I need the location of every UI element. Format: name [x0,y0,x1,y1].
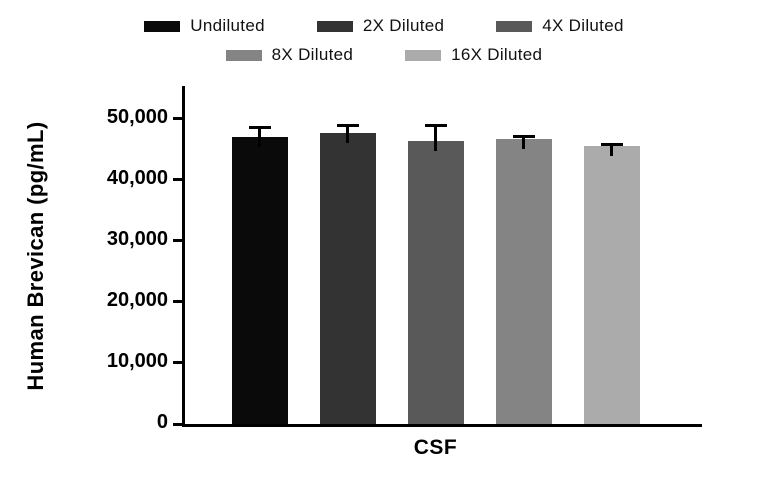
legend-item: Undiluted [144,16,265,36]
bar-4x-diluted [407,140,464,424]
legend-item: 8X Diluted [225,45,354,65]
y-tick-mark [173,361,185,365]
y-axis-line [182,86,185,427]
chart-legend: Undiluted 2X Diluted 4X Diluted 8X Diluted 1… [0,16,768,65]
legend-swatch [225,49,262,61]
y-tick-mark [173,422,185,426]
error-bar-stem [522,136,525,150]
x-category-label: CSF [413,436,458,459]
y-tick-mark [173,178,185,182]
legend-item: 4X Diluted [496,16,623,36]
legend-row: 8X Diluted 16X Diluted [225,45,543,65]
error-bar-cap [600,142,623,146]
legend-label: 4X Diluted [542,16,624,35]
error-bar-stem [434,125,437,151]
y-tick-mark [173,239,185,243]
x-axis-line [182,424,702,427]
legend-swatch [316,20,353,32]
legend-item: 2X Diluted [316,16,445,36]
y-tick-label: 30,000 [106,227,168,250]
legend-swatch [144,20,181,32]
y-tick-mark [173,117,185,121]
error-bar-stem [610,144,613,157]
legend-row: Undiluted 2X Diluted 4X Diluted [144,16,623,36]
error-bar-cap [512,135,535,139]
error-bar-stem [346,125,349,144]
y-tick-label: 50,000 [106,105,168,128]
bar-16x-diluted [583,146,640,424]
legend-label: 8X Diluted [271,45,354,64]
error-bar-cap [424,123,447,127]
error-bar-cap [248,126,271,130]
y-tick-label: 40,000 [106,166,168,189]
bar-8x-diluted [495,139,552,424]
y-tick-mark [173,300,185,304]
legend-item: 16X Diluted [405,45,542,65]
bar-2x-diluted [319,133,376,424]
legend-label: 2X Diluted [362,16,445,35]
y-tick-label: 20,000 [106,288,168,311]
error-bar-stem [258,127,261,147]
legend-swatch [405,49,442,61]
error-bar-cap [336,123,359,127]
legend-label: Undiluted [190,16,265,35]
y-tick-label: 0 [156,411,168,433]
y-tick-label: 10,000 [106,349,168,372]
bar-undiluted [231,136,288,424]
y-axis-title: Human Brevican (pg/mL) [23,121,48,391]
legend-label: 16X Diluted [451,45,543,64]
legend-swatch [496,20,533,32]
